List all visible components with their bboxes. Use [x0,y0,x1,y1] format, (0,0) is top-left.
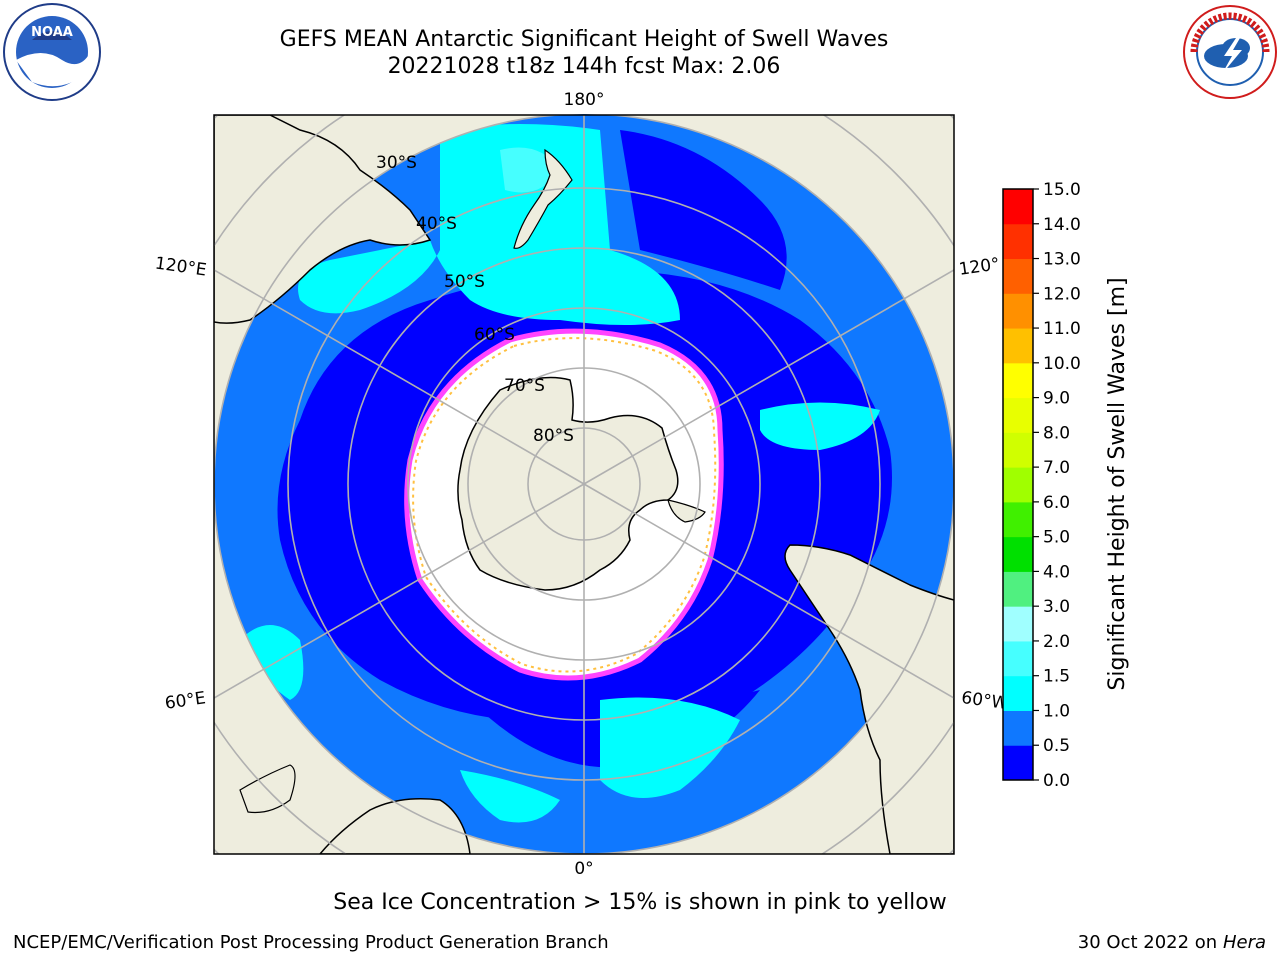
colorbar-swatch [1003,675,1033,711]
sea-ice-edge-yellow [412,337,717,673]
colorbar-tick-label: 0.0 [1043,771,1070,791]
colorbar-tick-label: 9.0 [1043,389,1070,409]
colorbar-tick-label: 14.0 [1043,215,1081,235]
colorbar-tick-label: 7.0 [1043,458,1070,478]
colorbar-tick-label: 4.0 [1043,562,1070,582]
lon-label-180: 180° [564,90,605,110]
colorbar-swatch [1003,640,1033,677]
lon-label-60e: 60°E [164,688,207,713]
colorbar: 0.0 0.5 1.0 1.5 2.0 3.0 4.0 5.0 6.0 7.0 8.0 9.0 10.0… [1002,180,1081,791]
lat-label-40s: 40°S [416,214,457,234]
map-frame [213,114,955,855]
colorbar-swatch [1003,745,1033,781]
colorbar-tick-label: 1.5 [1043,667,1070,687]
footer-branch: NCEP/EMC/Verification Post Processing Pr… [13,932,609,953]
colorbar-swatch [1003,536,1033,572]
national-weather-service-logo-icon [1183,5,1277,99]
swell-band-cyan-2 [600,697,740,798]
lon-label-120e: 120°E [154,254,208,281]
colorbar-tick-label: 5.0 [1043,528,1070,548]
colorbar-swatch [1003,258,1033,294]
colorbar-tick-label: 12.0 [1043,284,1081,304]
colorbar-border [1002,188,1034,781]
colorbar-swatch [1003,501,1033,538]
colorbar-tick-label: 15.0 [1043,180,1081,200]
footer-host: Hera [1222,932,1266,953]
colorbar-swatch [1003,223,1033,260]
colorbar-tick-label: 13.0 [1043,250,1081,270]
lat-label-50s: 50°S [444,272,485,292]
footer-date: 30 Oct 2022 on Hera [1078,932,1266,953]
footer-date-text: 30 Oct 2022 on [1077,932,1218,953]
colorbar-tick-label: 1.0 [1043,701,1070,721]
lon-label-60w: 60°W [960,688,1009,714]
colorbar-swatch [1003,606,1033,642]
swell-band-cyan-4 [240,625,304,700]
colorbar-tick-label: 0.5 [1043,736,1070,756]
antarctica-landmass [457,376,679,591]
colorbar-tick-label: 10.0 [1043,354,1081,374]
lat-label-60s: 60°S [474,325,515,345]
colorbar-tick-label: 11.0 [1043,319,1081,339]
colorbar-label: Significant Height of Swell Waves [m] [1105,277,1130,690]
colorbar-swatch [1003,293,1033,329]
lat-label-70s: 70°S [504,376,545,396]
colorbar-tick-label: 6.0 [1043,493,1070,513]
colorbar-swatch [1003,432,1033,468]
chart-title: GEFS MEAN Antarctic Significant Height o… [279,27,889,52]
noaa-logo-icon: NOAA [3,3,101,101]
colorbar-swatch [1003,571,1033,607]
colorbar-swatch [1003,189,1033,225]
sea-ice-note: Sea Ice Concentration > 15% is shown in … [333,890,947,915]
swell-band-cyan-3 [760,402,880,450]
colorbar-tick-label: 8.0 [1043,423,1070,443]
colorbar-swatch [1003,710,1033,746]
chart-subtitle: 20221028 t18z 144h fcst Max: 2.06 [387,54,781,79]
new-zealand-landmass [513,148,573,249]
colorbar-swatch [1003,467,1033,503]
graticule [214,115,954,854]
colorbar-swatch [1003,328,1033,364]
sea-ice-edge-pink [404,328,724,681]
colorbar-swatch [1003,397,1033,433]
lat-label-80s: 80°S [533,426,574,446]
lon-label-120w: 120° [958,254,1001,280]
colorbar-swatch [1003,362,1033,399]
swell-band-low-2 [620,130,787,290]
lon-label-0: 0° [574,859,593,879]
colorbar-tick-label: 3.0 [1043,597,1070,617]
colorbar-tick-label: 2.0 [1043,632,1070,652]
lat-label-30s: 30°S [376,153,417,173]
noaa-logo-text: NOAA [31,25,73,40]
africa-landmass [319,798,471,854]
australia-landmass [214,115,432,324]
swell-band-cyan-5 [460,770,560,823]
